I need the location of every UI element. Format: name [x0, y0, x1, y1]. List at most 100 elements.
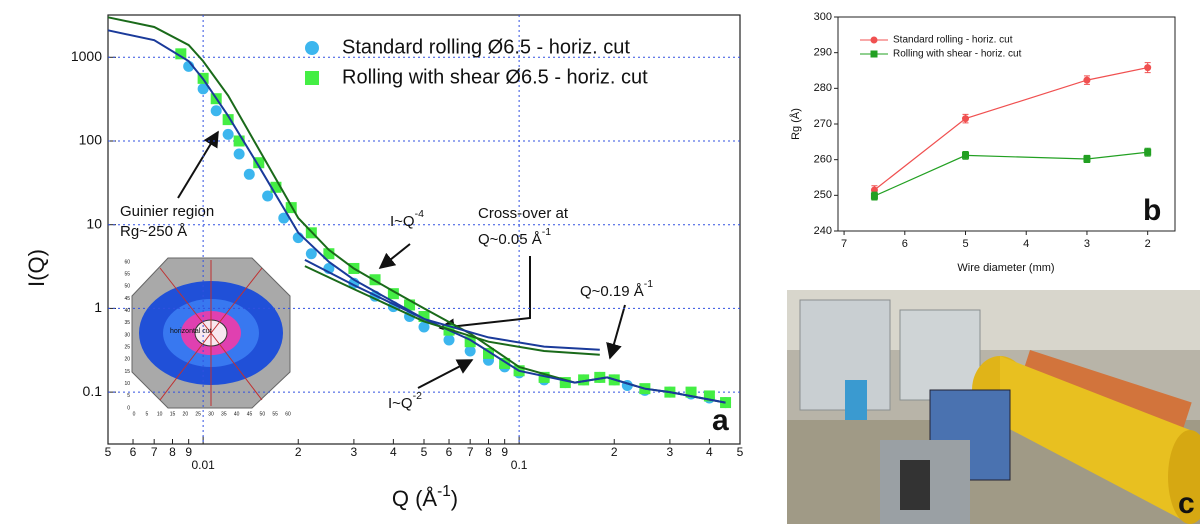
marker: [962, 115, 970, 123]
inset-y-tick-label: 35: [124, 320, 130, 326]
annotation: Cross-over at: [478, 205, 569, 222]
annotation: Q~0.19 Å-1: [580, 278, 653, 300]
marker: [1144, 148, 1152, 156]
annotation-text: Q~0.05 Å: [478, 231, 542, 248]
y-tick-label: 10: [86, 215, 102, 231]
marker: [962, 151, 970, 159]
x-tick-label: 2: [611, 445, 618, 459]
panel-label: b: [1143, 194, 1161, 227]
y-tick-label: 1000: [71, 48, 102, 64]
inset-x-tick-label: 55: [272, 411, 278, 417]
inset-x-tick-label: 15: [170, 411, 176, 417]
inset-x-tick-label: 20: [183, 411, 189, 417]
inset-y-tick-label: 40: [124, 308, 130, 314]
marker: [418, 311, 430, 323]
annotation: Rg~250 Å: [120, 223, 187, 240]
x-tick-label: 8: [169, 445, 176, 459]
inset-y-tick-label: 20: [124, 357, 130, 363]
x-tick-label: 9: [501, 445, 508, 459]
annotation-text: I~Q: [388, 395, 413, 412]
inset-image: [126, 255, 292, 410]
marker: [559, 377, 571, 389]
legend-label: Standard rolling - horiz. cut: [893, 35, 1013, 46]
marker: [720, 397, 732, 409]
annotation-text: Guinier region: [120, 203, 214, 220]
y-tick-label: 290: [814, 47, 832, 59]
marker: [418, 321, 430, 333]
annotation: Q (Å-1): [392, 483, 458, 511]
marker: [253, 157, 265, 169]
x-tick-label: 9: [185, 445, 192, 459]
marker: [197, 83, 209, 95]
panel-label: a: [712, 404, 729, 437]
annotation-text: Cross-over at: [478, 205, 569, 222]
annotation: Guinier region: [120, 203, 214, 220]
inset-x-tick-label: 50: [260, 411, 266, 417]
inset-y-tick-label: 5: [127, 393, 130, 399]
annotation-text: Rg~250 Å: [120, 223, 187, 240]
fit-line: [304, 265, 600, 356]
inset-y-tick-label: 45: [124, 296, 130, 302]
marker: [222, 128, 234, 140]
y-axis-title: Rg (Å): [789, 108, 802, 140]
inset-y-tick-label: 50: [124, 284, 130, 290]
marker: [243, 168, 255, 180]
photo: [787, 290, 1200, 524]
inset-x-tick-label: 5: [145, 411, 148, 417]
y-tick-label: 100: [79, 132, 103, 148]
y-tick-label: 280: [814, 82, 832, 94]
x-tick-label: 3: [667, 445, 674, 459]
annotation-sup: -1: [542, 226, 551, 238]
marker: [870, 192, 878, 200]
annotation-text: Q~0.19 Å: [580, 283, 644, 300]
marker: [323, 248, 335, 260]
x-tick-label: 6: [446, 445, 453, 459]
inset-x-tick-label: 0: [133, 411, 136, 417]
x-tick-label: 7: [151, 445, 158, 459]
inset-label: horizontal cut: [170, 328, 212, 335]
x-tick-label: 7: [467, 445, 474, 459]
annotation: I~Q-2: [388, 390, 422, 412]
inset-x-tick-label: 10: [157, 411, 163, 417]
marker: [305, 71, 319, 85]
series-line: [874, 151, 1148, 197]
y-tick-label: 260: [814, 154, 832, 166]
panel-label: c: [1178, 487, 1195, 520]
y-axis-title: I(Q): [24, 249, 49, 287]
inset-x-tick-label: 35: [221, 411, 227, 417]
annotation-sup: -1: [644, 278, 653, 290]
x-tick-label: 2: [1145, 238, 1151, 250]
marker: [464, 345, 476, 357]
fit-line: [304, 259, 600, 351]
x-tick-label: 6: [902, 238, 908, 250]
annotation-text: I~Q: [390, 213, 415, 230]
marker: [685, 386, 697, 398]
marker: [870, 50, 878, 58]
x-tick-label: 3: [1084, 238, 1090, 250]
marker: [210, 105, 222, 117]
marker: [1144, 64, 1152, 72]
annotation: I~Q-4: [390, 208, 424, 230]
x-tick-label: 6: [130, 445, 137, 459]
marker: [594, 371, 606, 383]
x-tick-label: 4: [390, 445, 397, 459]
x-tick-label: 5: [421, 445, 428, 459]
inset-y-tick-label: 10: [124, 381, 130, 387]
marker: [483, 347, 495, 359]
marker: [870, 36, 878, 44]
legend-label: Standard rolling Ø6.5 - horiz. cut: [342, 36, 630, 58]
marker: [233, 148, 245, 160]
inset-y-tick-label: 25: [124, 344, 130, 350]
x-tick-label: 7: [841, 238, 847, 250]
marker: [305, 41, 319, 55]
inset-y-tick-label: 15: [124, 369, 130, 375]
annotation-sup: -1: [437, 483, 451, 500]
fit-line: [107, 29, 726, 404]
x-tick-label: 2: [295, 445, 302, 459]
inset-y-tick-label: 60: [124, 259, 130, 265]
marker: [387, 288, 399, 300]
marker: [262, 190, 274, 202]
marker: [703, 390, 715, 402]
marker: [404, 299, 416, 311]
